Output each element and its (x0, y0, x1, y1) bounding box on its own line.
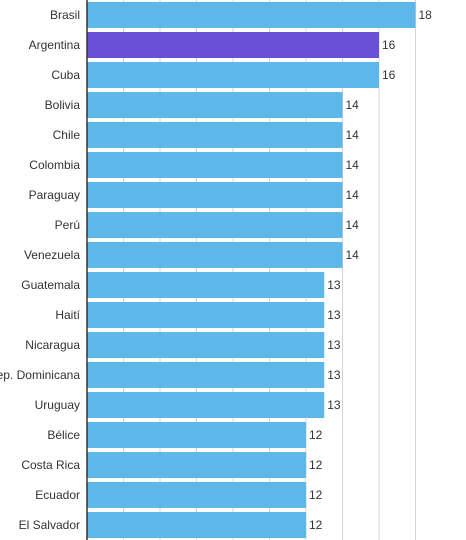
category-label: Rep. Dominicana (0, 368, 80, 382)
value-label: 14 (346, 188, 360, 202)
bar (87, 122, 343, 148)
bar (87, 452, 306, 478)
category-label: Nicaragua (25, 338, 80, 352)
value-label: 18 (419, 8, 433, 22)
category-label: El Salvador (19, 518, 80, 532)
category-label: Ecuador (35, 488, 80, 502)
category-label: Bolivia (45, 98, 81, 112)
bar (87, 302, 325, 328)
value-label: 12 (309, 518, 323, 532)
category-label: Bélice (47, 428, 80, 442)
value-label: 13 (327, 368, 341, 382)
value-label: 14 (346, 218, 360, 232)
bar (87, 212, 343, 238)
value-label: 14 (346, 128, 360, 142)
category-label: Cuba (51, 68, 80, 82)
bar (87, 332, 325, 358)
bar (87, 182, 343, 208)
bar (87, 272, 325, 298)
bar (87, 92, 343, 118)
value-label: 13 (327, 308, 341, 322)
value-label: 12 (309, 428, 323, 442)
bar (87, 362, 325, 388)
value-label: 16 (382, 38, 396, 52)
bar (87, 392, 325, 418)
category-label: Haití (55, 308, 80, 322)
category-label: Uruguay (35, 398, 80, 412)
value-label: 16 (382, 68, 396, 82)
value-label: 12 (309, 458, 323, 472)
value-label: 14 (346, 248, 360, 262)
category-label: Guatemala (21, 278, 80, 292)
value-label: 13 (327, 398, 341, 412)
value-label: 13 (327, 278, 341, 292)
bar (87, 62, 379, 88)
category-label: Paraguay (29, 188, 80, 202)
value-label: 14 (346, 98, 360, 112)
bar (87, 242, 343, 268)
value-label: 12 (309, 488, 323, 502)
category-label: Argentina (29, 38, 81, 52)
category-label: Colombia (29, 158, 80, 172)
category-label: Chile (53, 128, 81, 142)
category-label: Venezuela (24, 248, 80, 262)
category-label: Costa Rica (21, 458, 80, 472)
bar (87, 2, 416, 28)
bar (87, 482, 306, 508)
category-label: Brasil (50, 8, 80, 22)
bar (87, 152, 343, 178)
bar (87, 32, 379, 58)
bar (87, 422, 306, 448)
value-label: 14 (346, 158, 360, 172)
bar (87, 512, 306, 538)
category-label: Perú (55, 218, 80, 232)
value-label: 13 (327, 338, 341, 352)
